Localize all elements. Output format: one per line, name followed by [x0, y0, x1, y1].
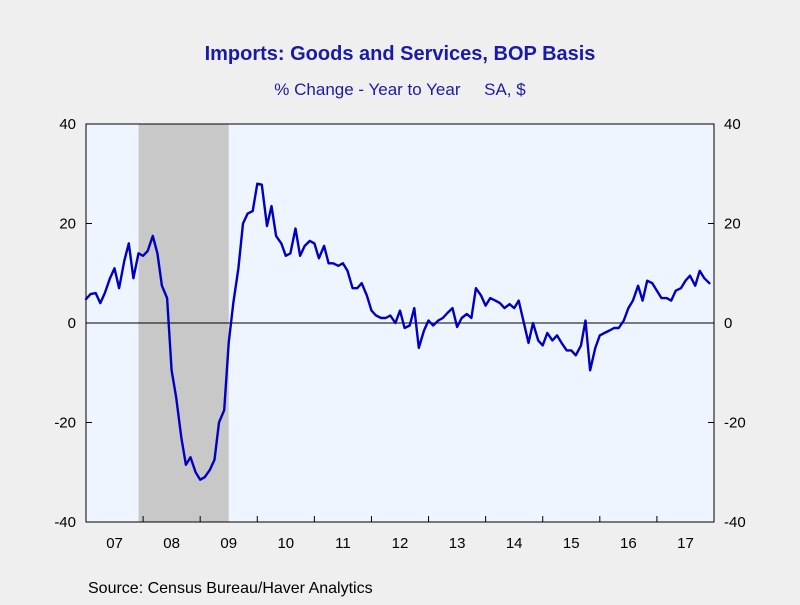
x-tick-label: 15 [563, 535, 580, 552]
x-tick-label: 14 [506, 535, 523, 552]
x-tick-label: 16 [620, 535, 637, 552]
x-tick-label: 10 [277, 535, 294, 552]
series-line [84, 182, 711, 481]
y-tick-label-right: -40 [724, 514, 746, 531]
x-tick-label: 09 [220, 535, 237, 552]
y-tick-label-right: 20 [724, 216, 741, 233]
chart-title: Imports: Goods and Services, BOP Basis [205, 43, 596, 65]
y-tick-label-right: 40 [724, 116, 741, 133]
y-tick-label-left: 40 [59, 116, 76, 133]
y-tick-label-right: 0 [724, 315, 732, 332]
x-tick-label: 13 [449, 535, 466, 552]
x-tick-label: 08 [163, 535, 180, 552]
x-tick-label: 17 [677, 535, 694, 552]
chart-source: Source: Census Bureau/Haver Analytics [88, 580, 373, 597]
y-tick-label-left: -20 [54, 415, 76, 432]
y-tick-label-left: -40 [54, 514, 76, 531]
y-tick-label-left: 0 [68, 315, 76, 332]
plot-area: -40 -40 -20 -20 0 0 20 20 40 40 07 08 09 10 11 12 13 14 15… [54, 116, 745, 552]
x-tick-label: 11 [335, 535, 351, 552]
y-tick-label-right: -20 [724, 415, 746, 432]
x-tick-label: 12 [392, 535, 409, 552]
chart-subtitle: % Change - Year to Year SA, $ [274, 80, 526, 99]
x-tick-label: 07 [106, 535, 123, 552]
y-tick-label-left: 20 [59, 216, 76, 233]
